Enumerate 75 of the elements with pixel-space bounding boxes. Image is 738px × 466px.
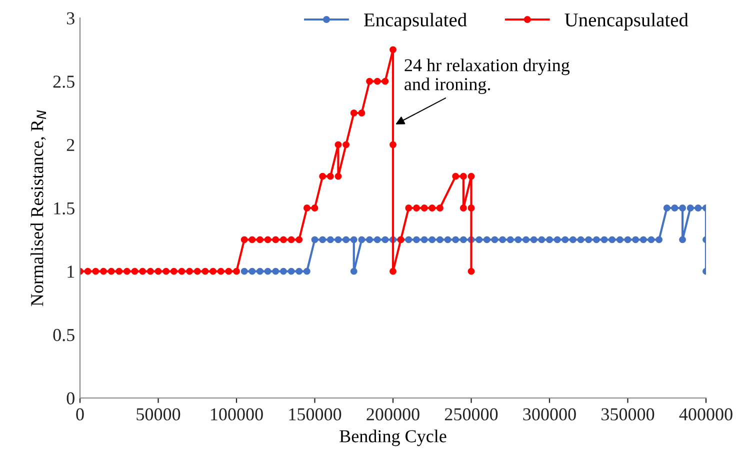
point: [116, 268, 123, 275]
point: [139, 268, 146, 275]
point: [468, 172, 475, 180]
x-tick-label: 0: [76, 408, 84, 420]
point: [374, 78, 381, 85]
point: [358, 110, 366, 116]
x-tick-label: 50000: [136, 408, 180, 420]
point: [303, 204, 310, 212]
point: [342, 141, 350, 148]
point: [178, 268, 186, 275]
x-tick-label: 300000: [523, 408, 576, 420]
point: [233, 268, 240, 275]
point: [248, 236, 256, 244]
point: [311, 204, 318, 212]
point: [405, 204, 412, 212]
point: [92, 268, 100, 275]
y-tick-label: 2.5: [53, 76, 74, 88]
point: [390, 46, 396, 54]
point: [334, 172, 342, 180]
point: [468, 268, 475, 275]
point: [288, 236, 295, 244]
point: [170, 268, 178, 275]
point: [162, 268, 170, 275]
point: [154, 268, 162, 275]
point: [413, 204, 420, 212]
point: [202, 268, 209, 275]
point: [460, 172, 467, 180]
point: [460, 204, 467, 212]
y-axis-title: Normalised Resistance, R$_{N}$: [30, 110, 46, 306]
point: [452, 172, 460, 180]
point: [131, 268, 138, 275]
point: [108, 268, 115, 275]
x-tick-label: 400000: [679, 408, 732, 420]
point: [436, 204, 444, 212]
point: [84, 268, 92, 275]
point: [123, 268, 130, 275]
point: [194, 268, 201, 275]
legend-label: Encapsulated: [364, 12, 467, 30]
y-tick-label: 3: [66, 12, 74, 24]
x-tick-label: 350000: [602, 408, 654, 420]
point: [186, 268, 194, 275]
point: [100, 268, 107, 275]
point: [280, 236, 287, 244]
point: [240, 236, 248, 244]
point: [217, 268, 224, 275]
point: [264, 236, 272, 244]
point: [225, 268, 232, 275]
point: [468, 204, 475, 212]
point: [256, 236, 264, 244]
point: [382, 78, 389, 85]
annotation: 24 hr relaxation drying and ironing.: [404, 58, 570, 94]
x-tick-label: 150000: [289, 408, 342, 420]
point: [146, 268, 154, 275]
point: [319, 172, 326, 180]
legend-label: Unencapsulated: [564, 12, 688, 30]
point: [390, 268, 396, 275]
point: [366, 78, 373, 85]
x-tick-label: 250000: [444, 408, 498, 420]
x-tick-label: 200000: [366, 408, 420, 420]
point: [326, 172, 334, 180]
x-axis-title: Bending Cycle: [340, 430, 446, 446]
point: [428, 204, 436, 212]
point: [420, 204, 428, 212]
point: [210, 268, 216, 275]
point: [334, 141, 342, 148]
point: [272, 236, 280, 244]
y-tick-label: 1.5: [54, 202, 74, 215]
y-tick-label: 1: [68, 266, 74, 278]
point: [296, 236, 303, 244]
y-tick-label: 0: [66, 392, 74, 404]
x-tick-label: 100000: [211, 408, 263, 420]
y-tick-label: 0.5: [53, 328, 74, 342]
y-tick-label: 2: [66, 138, 74, 151]
point: [390, 141, 396, 148]
point: [350, 110, 358, 116]
